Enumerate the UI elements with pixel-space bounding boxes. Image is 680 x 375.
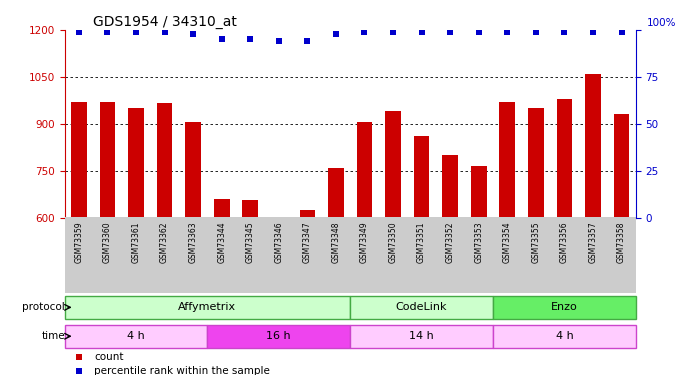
Text: GSM73362: GSM73362 xyxy=(160,221,169,263)
Point xyxy=(102,29,113,35)
Text: GSM73355: GSM73355 xyxy=(531,221,541,263)
Text: GSM73346: GSM73346 xyxy=(274,221,284,263)
Text: CodeLink: CodeLink xyxy=(396,302,447,312)
Text: GDS1954 / 34310_at: GDS1954 / 34310_at xyxy=(93,15,237,29)
Bar xyxy=(356,122,373,218)
Point xyxy=(473,29,484,35)
Point xyxy=(559,29,570,35)
Text: GSM73352: GSM73352 xyxy=(445,221,455,263)
Bar xyxy=(128,108,144,218)
Point xyxy=(273,38,284,44)
Point xyxy=(475,194,486,200)
Text: GSM73353: GSM73353 xyxy=(474,221,483,263)
Text: Enzo: Enzo xyxy=(551,302,578,312)
Point xyxy=(502,29,513,35)
Bar xyxy=(442,155,458,218)
Text: Affymetrix: Affymetrix xyxy=(178,302,237,312)
Bar xyxy=(471,166,487,218)
Point xyxy=(131,29,141,35)
Point xyxy=(302,38,313,44)
Point xyxy=(73,29,84,35)
Bar xyxy=(556,99,573,218)
Bar xyxy=(350,325,493,348)
Point xyxy=(530,29,541,35)
Point xyxy=(188,31,199,37)
Bar xyxy=(71,102,87,218)
Bar xyxy=(214,199,230,217)
Bar xyxy=(585,74,601,217)
Bar xyxy=(499,102,515,218)
Bar xyxy=(185,122,201,218)
Text: GSM73349: GSM73349 xyxy=(360,221,369,263)
Text: 16 h: 16 h xyxy=(267,331,291,341)
Text: GSM73351: GSM73351 xyxy=(417,221,426,263)
Point xyxy=(616,29,627,35)
Text: 4 h: 4 h xyxy=(556,331,573,341)
Text: GSM73357: GSM73357 xyxy=(588,221,598,263)
Text: count: count xyxy=(95,352,124,362)
Text: 14 h: 14 h xyxy=(409,331,434,341)
Point xyxy=(475,327,486,333)
Point xyxy=(216,36,227,42)
Bar xyxy=(493,296,636,320)
Text: GSM73354: GSM73354 xyxy=(503,221,512,263)
Point xyxy=(359,29,370,35)
Text: GSM73347: GSM73347 xyxy=(303,221,312,263)
Text: GSM73356: GSM73356 xyxy=(560,221,569,263)
Point xyxy=(588,29,598,35)
Bar xyxy=(413,136,430,218)
Bar xyxy=(299,210,316,218)
Text: GSM73359: GSM73359 xyxy=(74,221,84,263)
Bar xyxy=(493,325,636,348)
Point xyxy=(330,31,341,37)
Text: GSM73363: GSM73363 xyxy=(188,221,198,263)
Bar xyxy=(613,114,630,218)
Y-axis label: 100%: 100% xyxy=(647,18,676,28)
Text: GSM73348: GSM73348 xyxy=(331,221,341,263)
Text: time: time xyxy=(41,331,65,341)
Text: protocol: protocol xyxy=(22,302,65,312)
Text: GSM73345: GSM73345 xyxy=(245,221,255,263)
Text: GSM73350: GSM73350 xyxy=(388,221,398,263)
Bar xyxy=(156,104,173,218)
Bar xyxy=(99,102,116,218)
Point xyxy=(388,29,398,35)
Point xyxy=(159,29,170,35)
Point xyxy=(445,29,456,35)
Bar xyxy=(242,200,258,217)
Bar xyxy=(328,168,344,217)
Text: 4 h: 4 h xyxy=(127,331,145,341)
Point xyxy=(416,29,427,35)
Bar xyxy=(528,108,544,218)
Text: GSM73361: GSM73361 xyxy=(131,221,141,263)
Bar xyxy=(385,111,401,218)
Text: percentile rank within the sample: percentile rank within the sample xyxy=(95,366,270,375)
Text: GSM73344: GSM73344 xyxy=(217,221,226,263)
Bar xyxy=(350,296,493,320)
Bar xyxy=(65,296,350,320)
Text: GSM73360: GSM73360 xyxy=(103,221,112,263)
Point xyxy=(245,36,256,42)
Bar xyxy=(65,325,207,348)
Text: GSM73358: GSM73358 xyxy=(617,221,626,263)
Bar xyxy=(207,325,350,348)
